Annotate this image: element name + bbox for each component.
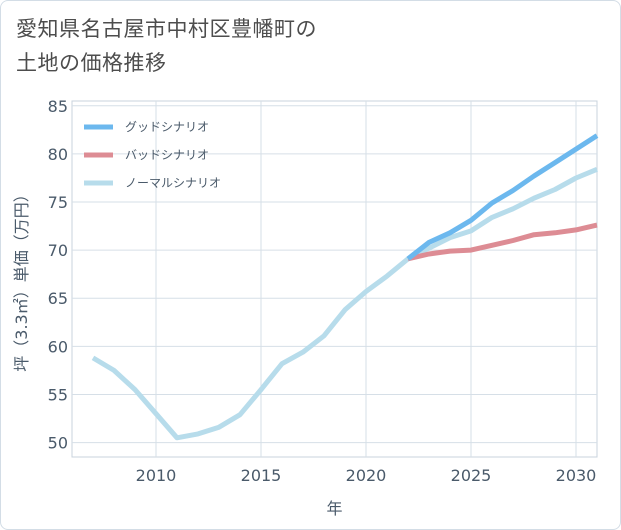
x-tick-label: 2030: [556, 466, 597, 485]
x-tick-label: 2015: [241, 466, 282, 485]
legend-label: バッドシナリオ: [125, 148, 209, 162]
chart-title: 愛知県名古屋市中村区豊幡町の 土地の価格推移: [16, 12, 317, 80]
x-tick-label: 2025: [451, 466, 492, 485]
y-tick-label: 65: [48, 289, 68, 308]
x-tick-label: 2010: [136, 466, 177, 485]
y-tick-label: 60: [48, 337, 68, 356]
plot-area: [71, 100, 598, 458]
x-tick-label: 2020: [346, 466, 387, 485]
series-line: [407, 222, 598, 262]
y-tick-label: 55: [48, 385, 68, 404]
x-axis-title: 年: [326, 499, 342, 518]
chart-title-line-2: 土地の価格推移: [16, 51, 167, 75]
y-tick-label: 70: [48, 241, 68, 260]
y-tick-label: 75: [48, 193, 68, 212]
y-tick-label: 85: [48, 97, 68, 116]
y-axis-title: 坪（3.3㎡）単価（万円）: [12, 186, 31, 371]
y-tick-label: 80: [48, 145, 68, 164]
series-line: [91, 166, 598, 441]
legend-label: グッドシナリオ: [125, 120, 209, 134]
y-tick-label: 50: [48, 434, 68, 453]
legend-label: ノーマルシナリオ: [125, 176, 221, 190]
series-line: [406, 133, 599, 261]
chart-title-line-1: 愛知県名古屋市中村区豊幡町の: [16, 17, 317, 41]
